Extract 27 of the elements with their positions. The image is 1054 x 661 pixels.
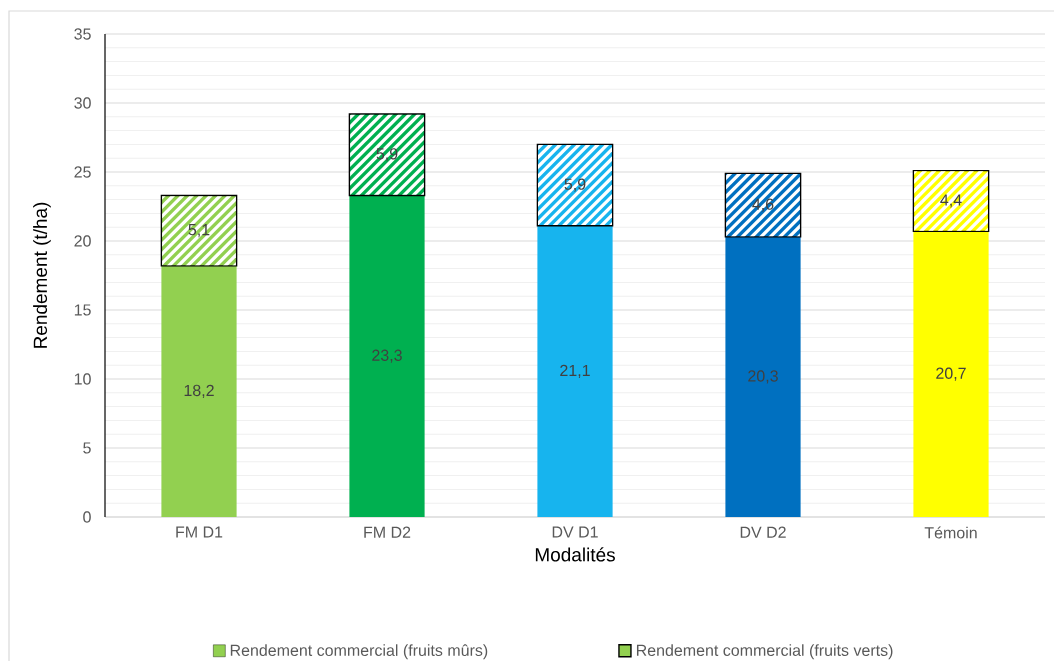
y-tick-label: 0: [83, 511, 91, 523]
y-tick-label: 25: [74, 166, 91, 178]
x-tick-label: DV D1: [552, 526, 598, 538]
data-label: 20,7: [936, 367, 966, 381]
data-label: 23,3: [372, 349, 402, 363]
y-tick-label: 5: [83, 442, 91, 454]
x-tick-label: DV D2: [740, 526, 786, 538]
legend-label: Rendement commercial (fruits mûrs): [230, 644, 488, 660]
data-label: 20,3: [748, 370, 778, 384]
x-tick-label: FM D2: [364, 526, 411, 538]
legend-label: Rendement commercial (fruits verts): [636, 644, 893, 660]
data-label: 5,9: [376, 148, 398, 162]
data-label: 21,1: [560, 364, 590, 379]
data-label: 4,6: [752, 198, 774, 212]
data-label: 18,2: [184, 384, 214, 399]
y-tick-label: 30: [74, 97, 91, 109]
data-label: 5,9: [564, 178, 586, 192]
x-axis-title: Modalités: [535, 547, 615, 562]
x-tick-label: FM D1: [176, 526, 223, 538]
data-label: 4,4: [940, 194, 962, 208]
y-tick-label: 35: [74, 28, 91, 40]
y-tick-label: 15: [74, 304, 91, 316]
y-axis-title: Rendement (t/ha): [33, 202, 51, 348]
data-label: 5,1: [188, 224, 210, 238]
y-tick-label: 20: [74, 235, 91, 247]
x-tick-label: Témoin: [924, 526, 977, 539]
y-tick-label: 10: [74, 373, 91, 385]
